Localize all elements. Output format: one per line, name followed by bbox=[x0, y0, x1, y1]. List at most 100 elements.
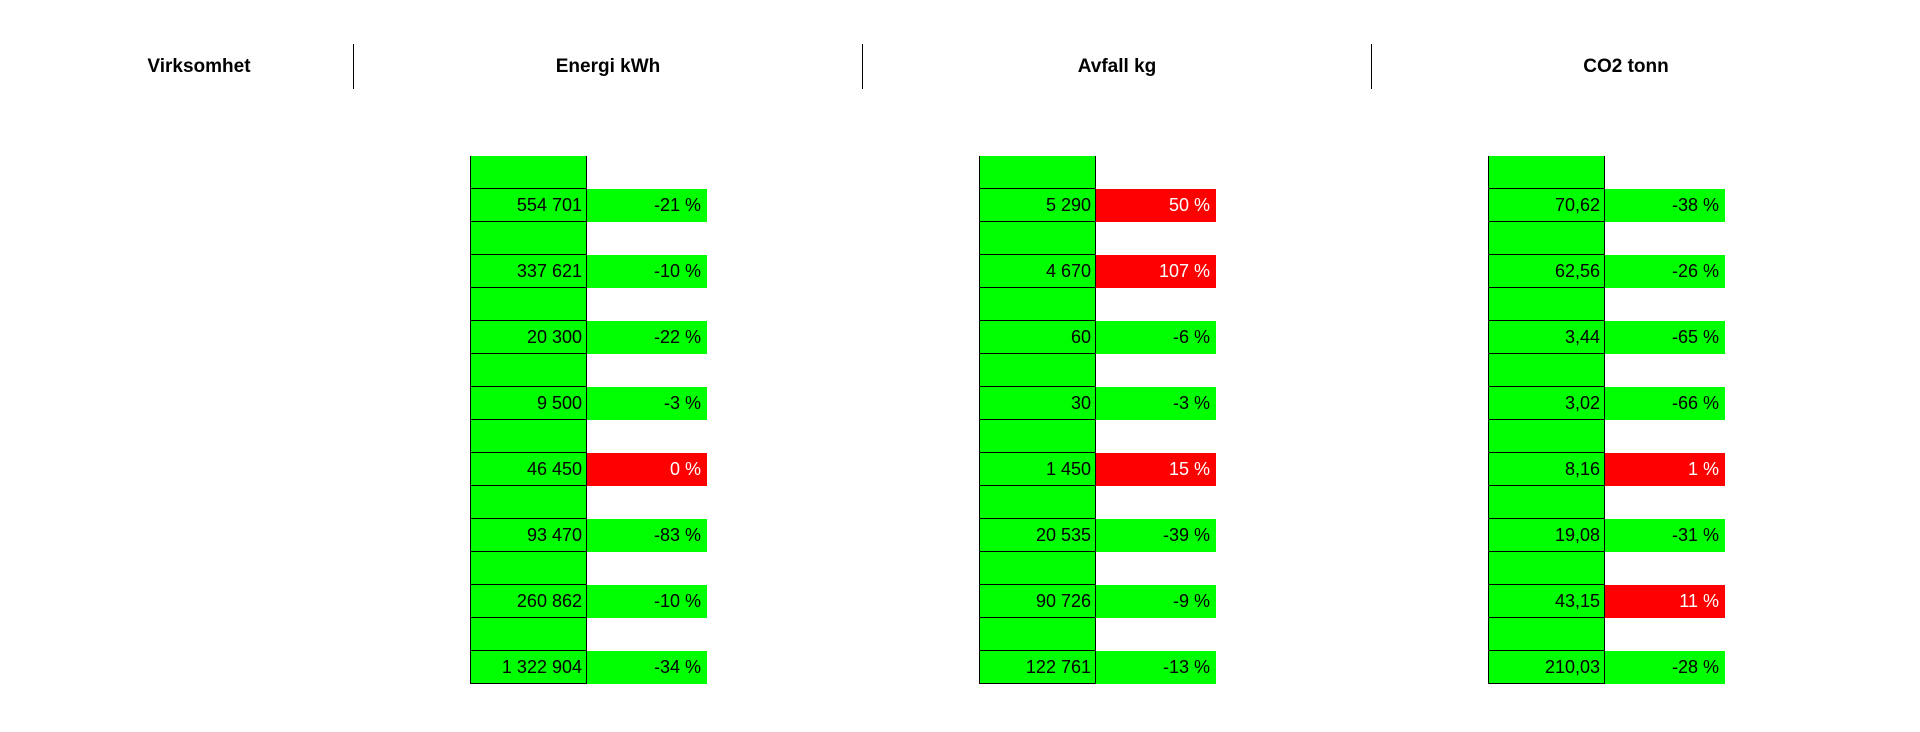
change-cell: 15 % bbox=[1096, 453, 1216, 486]
value-cell: 1 450 bbox=[979, 453, 1096, 486]
header-energi: Energi kWh bbox=[555, 55, 661, 77]
change-cell: -83 % bbox=[587, 519, 707, 552]
value-cell: 9 500 bbox=[470, 387, 587, 420]
value-cell: 554 701 bbox=[470, 189, 587, 222]
value-cell: 30 bbox=[979, 387, 1096, 420]
value-cell-empty bbox=[979, 288, 1096, 321]
spacer-row bbox=[979, 288, 1216, 321]
value-cell: 90 726 bbox=[979, 585, 1096, 618]
value-cell-empty bbox=[470, 618, 587, 651]
change-cell: -6 % bbox=[1096, 321, 1216, 354]
value-cell-empty bbox=[1488, 618, 1605, 651]
value-cell: 19,08 bbox=[1488, 519, 1605, 552]
spacer-row bbox=[979, 354, 1216, 387]
value-cell-empty bbox=[979, 486, 1096, 519]
spacer-row bbox=[470, 420, 707, 453]
spacer-row bbox=[979, 486, 1216, 519]
value-cell: 4 670 bbox=[979, 255, 1096, 288]
table-row: 60 -6 % bbox=[979, 321, 1216, 354]
table-row: 20 535 -39 % bbox=[979, 519, 1216, 552]
header-co2: CO2 tonn bbox=[1583, 55, 1669, 77]
spacer-row bbox=[470, 354, 707, 387]
value-cell: 20 300 bbox=[470, 321, 587, 354]
change-cell: -3 % bbox=[587, 387, 707, 420]
spacer-row bbox=[979, 222, 1216, 255]
table-row: 62,56 -26 % bbox=[1488, 255, 1725, 288]
change-cell: -26 % bbox=[1605, 255, 1725, 288]
table-row: 70,62 -38 % bbox=[1488, 189, 1725, 222]
avfall-column: 5 290 50 % 4 670 107 % 60 -6 % 30 -3 % 1 450 15 %… bbox=[979, 156, 1216, 684]
change-cell: -38 % bbox=[1605, 189, 1725, 222]
change-cell: 50 % bbox=[1096, 189, 1216, 222]
spacer-row bbox=[1488, 420, 1725, 453]
table-row: 1 450 15 % bbox=[979, 453, 1216, 486]
change-cell: -22 % bbox=[587, 321, 707, 354]
spacer-row bbox=[979, 618, 1216, 651]
table-row: 260 862 -10 % bbox=[470, 585, 707, 618]
value-cell-empty bbox=[979, 420, 1096, 453]
spacer-row bbox=[1488, 354, 1725, 387]
value-cell-empty bbox=[979, 618, 1096, 651]
table-row: 1 322 904 -34 % bbox=[470, 651, 707, 684]
value-cell: 70,62 bbox=[1488, 189, 1605, 222]
value-cell: 3,44 bbox=[1488, 321, 1605, 354]
change-cell: -9 % bbox=[1096, 585, 1216, 618]
spacer-row bbox=[470, 156, 707, 189]
change-cell: -31 % bbox=[1605, 519, 1725, 552]
value-cell-empty bbox=[470, 288, 587, 321]
spacer-row bbox=[979, 156, 1216, 189]
table-row: 30 -3 % bbox=[979, 387, 1216, 420]
value-cell: 60 bbox=[979, 321, 1096, 354]
value-cell-empty bbox=[1488, 354, 1605, 387]
header-divider bbox=[862, 44, 863, 89]
value-cell-empty bbox=[470, 552, 587, 585]
spacer-row bbox=[470, 222, 707, 255]
value-cell-empty bbox=[1488, 156, 1605, 189]
table-row: 8,16 1 % bbox=[1488, 453, 1725, 486]
value-cell-empty bbox=[979, 156, 1096, 189]
header-divider bbox=[353, 44, 354, 89]
change-cell: -10 % bbox=[587, 255, 707, 288]
value-cell: 8,16 bbox=[1488, 453, 1605, 486]
value-cell-empty bbox=[979, 222, 1096, 255]
table-row: 43,15 11 % bbox=[1488, 585, 1725, 618]
spacer-row bbox=[1488, 618, 1725, 651]
value-cell-empty bbox=[1488, 420, 1605, 453]
change-cell: -3 % bbox=[1096, 387, 1216, 420]
value-cell: 122 761 bbox=[979, 651, 1096, 684]
value-cell-empty bbox=[470, 156, 587, 189]
value-cell: 62,56 bbox=[1488, 255, 1605, 288]
table-row: 3,02 -66 % bbox=[1488, 387, 1725, 420]
table-row: 210,03 -28 % bbox=[1488, 651, 1725, 684]
table-header: Virksomhet Energi kWh Avfall kg CO2 tonn bbox=[0, 44, 1920, 89]
spacer-row bbox=[1488, 486, 1725, 519]
value-cell-empty bbox=[470, 486, 587, 519]
table-row: 90 726 -9 % bbox=[979, 585, 1216, 618]
spacer-row bbox=[1488, 156, 1725, 189]
co2-column: 70,62 -38 % 62,56 -26 % 3,44 -65 % 3,02 -66 % 8,… bbox=[1488, 156, 1725, 684]
value-cell: 3,02 bbox=[1488, 387, 1605, 420]
value-cell: 1 322 904 bbox=[470, 651, 587, 684]
change-cell: -34 % bbox=[587, 651, 707, 684]
spacer-row bbox=[1488, 552, 1725, 585]
value-cell-empty bbox=[1488, 222, 1605, 255]
table-row: 337 621 -10 % bbox=[470, 255, 707, 288]
table-row: 9 500 -3 % bbox=[470, 387, 707, 420]
spacer-row bbox=[470, 288, 707, 321]
value-cell-empty bbox=[1488, 486, 1605, 519]
value-cell: 46 450 bbox=[470, 453, 587, 486]
spacer-row bbox=[979, 552, 1216, 585]
header-virksomhet: Virksomhet bbox=[147, 55, 251, 77]
header-avfall: Avfall kg bbox=[1077, 55, 1157, 77]
table-row: 5 290 50 % bbox=[979, 189, 1216, 222]
table-row: 554 701 -21 % bbox=[470, 189, 707, 222]
value-cell-empty bbox=[470, 354, 587, 387]
value-cell: 5 290 bbox=[979, 189, 1096, 222]
table-row: 4 670 107 % bbox=[979, 255, 1216, 288]
table-row: 19,08 -31 % bbox=[1488, 519, 1725, 552]
change-cell: -21 % bbox=[587, 189, 707, 222]
value-cell: 93 470 bbox=[470, 519, 587, 552]
change-cell: 0 % bbox=[587, 453, 707, 486]
spacer-row bbox=[470, 486, 707, 519]
value-cell-empty bbox=[1488, 552, 1605, 585]
